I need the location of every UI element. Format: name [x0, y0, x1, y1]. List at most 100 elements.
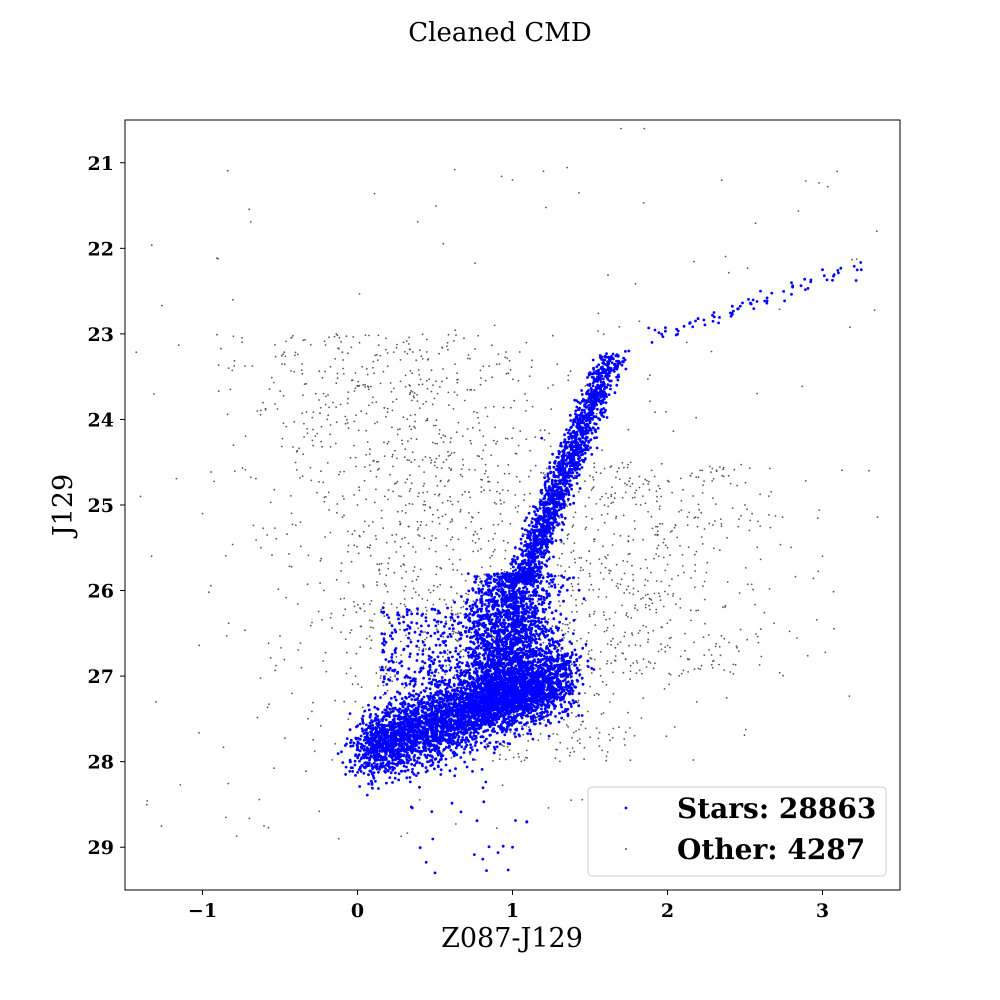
point-other: [449, 454, 452, 457]
point-other: [587, 631, 590, 634]
point-other: [421, 598, 424, 600]
point-other: [443, 599, 446, 601]
point-other: [377, 334, 380, 337]
point-other: [413, 396, 415, 399]
point-other: [462, 648, 464, 651]
point-star: [552, 699, 556, 703]
point-other: [474, 530, 477, 533]
point-other: [673, 726, 676, 728]
point-other: [450, 437, 452, 440]
point-other: [437, 516, 440, 519]
point-other: [647, 378, 649, 380]
point-other: [301, 363, 303, 365]
point-other: [363, 520, 366, 523]
point-star: [406, 768, 410, 772]
point-other: [262, 527, 265, 530]
point-other: [232, 335, 235, 338]
point-other: [634, 282, 637, 285]
point-other: [343, 597, 346, 600]
point-star: [378, 727, 382, 730]
point-other: [277, 588, 280, 591]
point-star: [378, 767, 381, 771]
point-other: [413, 566, 416, 568]
point-other: [534, 464, 537, 467]
point-other: [435, 380, 437, 383]
point-other: [442, 441, 445, 443]
point-other: [668, 672, 670, 675]
point-other: [642, 538, 644, 541]
point-other: [606, 513, 609, 515]
point-star: [418, 761, 421, 765]
point-other: [145, 803, 148, 806]
point-other: [602, 545, 604, 548]
point-other: [500, 569, 503, 571]
point-other: [471, 540, 474, 542]
point-star: [475, 740, 478, 744]
point-other: [459, 473, 462, 476]
point-other: [414, 704, 417, 707]
point-other: [748, 529, 751, 532]
point-other: [529, 492, 531, 495]
point-other: [725, 697, 728, 699]
point-other: [550, 408, 553, 411]
point-other: [496, 440, 499, 443]
point-other: [788, 630, 791, 633]
point-other: [273, 488, 276, 491]
point-other: [281, 363, 283, 365]
point-star: [573, 685, 576, 689]
point-star: [375, 723, 379, 726]
point-other: [525, 756, 527, 759]
point-other: [768, 467, 771, 470]
point-other: [335, 578, 338, 581]
point-other: [417, 627, 420, 630]
point-other: [364, 383, 366, 386]
point-other: [373, 192, 376, 195]
point-other: [499, 499, 502, 502]
point-other: [699, 469, 702, 472]
point-other: [312, 738, 314, 741]
point-other: [610, 495, 613, 498]
point-star: [448, 745, 451, 749]
point-other: [385, 585, 387, 587]
point-star: [456, 738, 460, 741]
point-other: [320, 557, 323, 560]
point-star: [368, 769, 372, 773]
point-other: [413, 425, 415, 428]
point-star: [537, 714, 541, 718]
point-other: [686, 524, 689, 527]
point-star: [358, 722, 362, 726]
point-other: [727, 474, 730, 477]
point-other: [346, 402, 349, 405]
point-other: [547, 738, 550, 740]
point-other: [409, 369, 412, 372]
point-other: [462, 655, 465, 658]
point-other: [319, 725, 322, 727]
point-other: [448, 664, 451, 666]
point-other: [401, 510, 404, 512]
point-other: [562, 622, 564, 625]
point-other: [395, 533, 398, 536]
point-other: [356, 545, 358, 548]
point-other: [347, 352, 349, 355]
point-other: [602, 333, 605, 336]
point-other: [430, 369, 433, 372]
point-other: [517, 752, 520, 755]
point-other: [580, 669, 582, 671]
point-other: [585, 526, 588, 529]
point-other: [264, 407, 267, 410]
point-other: [635, 672, 638, 674]
point-other: [437, 623, 440, 625]
point-other: [354, 387, 357, 390]
point-other: [514, 494, 517, 496]
point-other: [386, 411, 389, 413]
point-other: [460, 573, 463, 576]
point-star: [464, 726, 468, 730]
point-other: [482, 365, 485, 368]
point-other: [684, 649, 686, 652]
point-other: [603, 467, 606, 470]
point-other: [599, 472, 602, 475]
point-other: [484, 406, 487, 409]
point-other: [556, 733, 558, 736]
point-other: [399, 602, 402, 605]
point-other: [610, 643, 612, 646]
